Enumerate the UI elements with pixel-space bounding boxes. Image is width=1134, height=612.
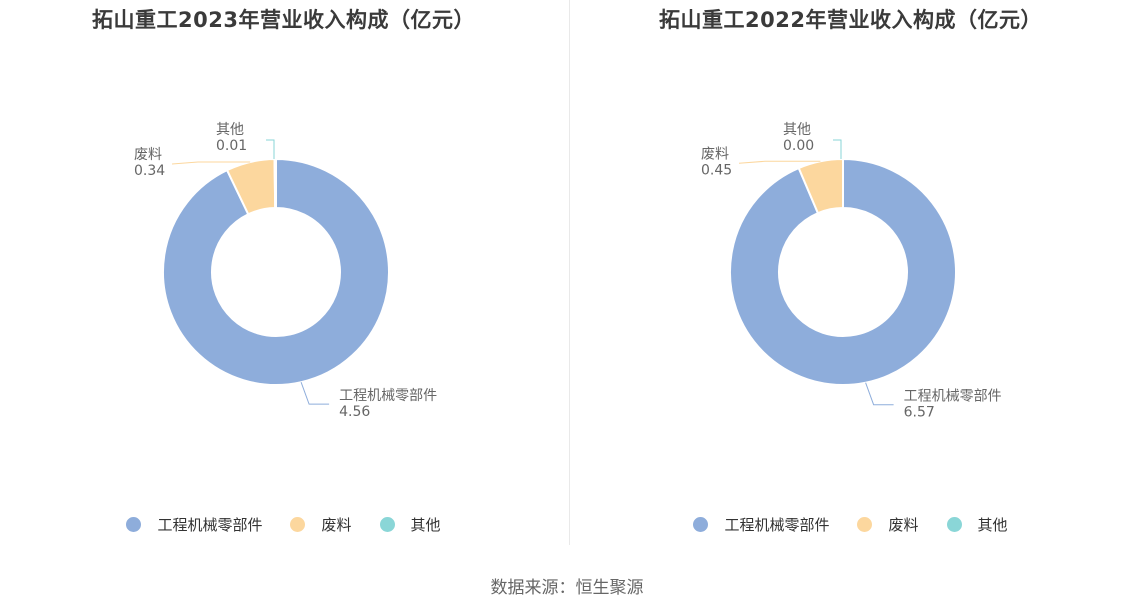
slice-label: 废料 (701, 146, 729, 162)
slice-label: 其他 (216, 122, 244, 138)
chart-panel-2022: 拓山重工2022年营业收入构成（亿元） 工程机械零部件 6.57 废料 0.45 其他 0… (567, 0, 1134, 545)
donut-slice (797, 157, 844, 215)
legend-item-2[interactable]: 其他 (946, 514, 1008, 535)
slice-label: 工程机械零部件 (904, 389, 1002, 405)
donut-slice (162, 157, 390, 386)
legend-label: 其他 (410, 516, 441, 534)
legend-label: 废料 (321, 516, 352, 534)
legend-item-1[interactable]: 废料 (857, 514, 919, 535)
legend-item-2[interactable]: 其他 (379, 514, 441, 535)
slice-value: 0.45 (701, 162, 732, 178)
slice-value: 0.34 (134, 163, 165, 179)
leader-line (300, 382, 330, 405)
leader-line (833, 139, 842, 159)
legend-item-1[interactable]: 废料 (290, 514, 352, 535)
data-source: 数据来源：恒生聚源 (490, 578, 644, 598)
legend-swatch (857, 517, 873, 532)
legend: 工程机械零部件 废料 其他 (0, 514, 567, 535)
chart-panel-2023: 拓山重工2023年营业收入构成（亿元） 工程机械零部件 4.56 废料 0.34 其他 0… (0, 0, 567, 545)
chart-title: 拓山重工2022年营业收入构成（亿元） (659, 8, 1042, 32)
leader-line (171, 161, 251, 165)
slice-value: 0.01 (216, 138, 247, 154)
legend: 工程机械零部件 废料 其他 (567, 514, 1134, 535)
panel-divider (569, 0, 570, 545)
legend-swatch (379, 517, 395, 532)
legend-label: 废料 (888, 516, 919, 534)
legend-swatch (290, 517, 306, 532)
legend-swatch (946, 517, 962, 532)
leader-line (738, 160, 821, 164)
donut-slice (729, 157, 957, 386)
chart-title: 拓山重工2023年营业收入构成（亿元） (92, 8, 475, 32)
leader-line (865, 382, 894, 406)
legend-swatch (126, 517, 142, 532)
slice-value: 0.00 (783, 138, 814, 154)
slice-label: 废料 (134, 147, 162, 163)
slice-label: 其他 (783, 122, 811, 138)
slice-value: 6.57 (904, 405, 935, 421)
legend-label: 其他 (977, 516, 1008, 534)
slice-label: 工程机械零部件 (339, 388, 437, 404)
legend-swatch (693, 517, 709, 532)
legend-item-0[interactable]: 工程机械零部件 (693, 514, 829, 535)
legend-label: 工程机械零部件 (157, 516, 263, 534)
donut-slice (273, 157, 277, 210)
slice-value: 4.56 (339, 404, 370, 420)
legend-label: 工程机械零部件 (724, 516, 830, 534)
leader-line (266, 139, 275, 159)
legend-item-0[interactable]: 工程机械零部件 (126, 514, 262, 535)
